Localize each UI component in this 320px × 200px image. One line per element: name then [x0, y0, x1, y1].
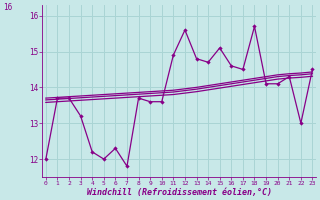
Text: 16: 16 [4, 3, 13, 12]
X-axis label: Windchill (Refroidissement éolien,°C): Windchill (Refroidissement éolien,°C) [87, 188, 272, 197]
